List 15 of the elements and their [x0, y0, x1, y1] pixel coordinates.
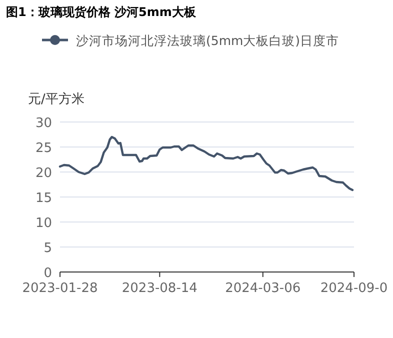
- y-tick-label: 25: [35, 141, 52, 156]
- y-tick-label: 20: [35, 166, 52, 181]
- y-tick-label: 10: [35, 216, 52, 231]
- x-tick-label: 2024-03-06: [225, 281, 301, 296]
- x-tick-label: 2023-01-28: [22, 281, 98, 296]
- line-series: [58, 136, 354, 192]
- y-tick-label: 15: [35, 191, 52, 206]
- y-tick-label: 5: [44, 241, 52, 256]
- x-tick-label: 2023-08-14: [122, 281, 198, 296]
- x-tick-label: 2024-09-0: [320, 281, 388, 296]
- legend-label: 沙河市场河北浮法玻璃(5mm大板白玻)日度市: [76, 33, 340, 48]
- chart-title: 图1：玻璃现货价格 沙河5mm大板: [6, 5, 197, 19]
- y-axis-title: 元/平方米: [28, 91, 84, 107]
- y-tick-label: 0: [44, 266, 52, 281]
- y-tick-label: 30: [35, 116, 52, 131]
